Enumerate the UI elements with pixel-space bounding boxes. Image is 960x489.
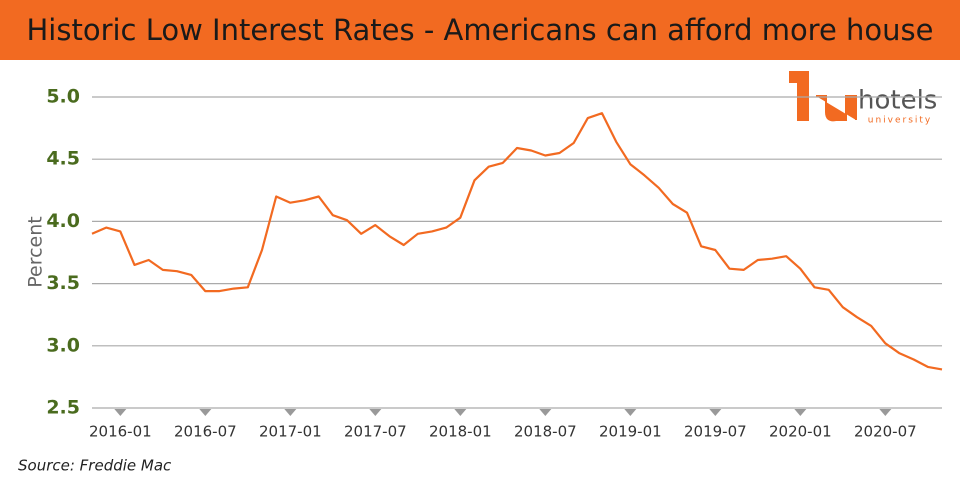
x-tick-label: 2016-07 [174, 423, 237, 441]
x-tick-label: 2017-01 [259, 423, 322, 441]
source-note: Source: Freddie Mac [18, 457, 172, 475]
chart-title: Historic Low Interest Rates - Americans … [26, 13, 933, 47]
y-tick-label: 4.5 [46, 148, 80, 170]
x-tick-label: 2019-01 [599, 423, 662, 441]
x-tick-mark [114, 409, 127, 416]
x-tick-label: 2018-01 [429, 423, 492, 441]
logo-text: hotels [858, 86, 937, 116]
x-tick-label: 2020-01 [769, 423, 832, 441]
x-tick-label: 2020-07 [854, 423, 917, 441]
x-tick-label: 2017-07 [344, 423, 407, 441]
y-tick-label: 4.0 [46, 210, 80, 232]
y-tick-label: 3.0 [46, 334, 80, 356]
logo-subtext: university [868, 116, 933, 126]
x-tick-mark [454, 409, 467, 416]
x-tick-label: 2018-07 [514, 423, 577, 441]
x-tick-mark [539, 409, 552, 416]
x-tick-mark [284, 409, 297, 416]
x-tick-mark [794, 409, 807, 416]
x-tick-label: 2016-01 [89, 423, 152, 441]
x-tick-mark [624, 409, 637, 416]
line-series [91, 112, 943, 371]
logo-mark [789, 71, 857, 122]
y-tick-label: 5.0 [46, 86, 80, 108]
y-tick-label: 2.5 [46, 397, 80, 419]
y-tick-label: 3.5 [46, 272, 80, 294]
logo: hotels university [789, 71, 937, 126]
x-tick-mark [709, 409, 722, 416]
x-tick-label: 2019-07 [684, 423, 747, 441]
title-bar [0, 0, 960, 60]
y-axis-label: Percent [25, 216, 47, 288]
x-tick-mark [199, 409, 212, 416]
x-tick-mark [369, 409, 382, 416]
x-tick-mark [879, 409, 892, 416]
